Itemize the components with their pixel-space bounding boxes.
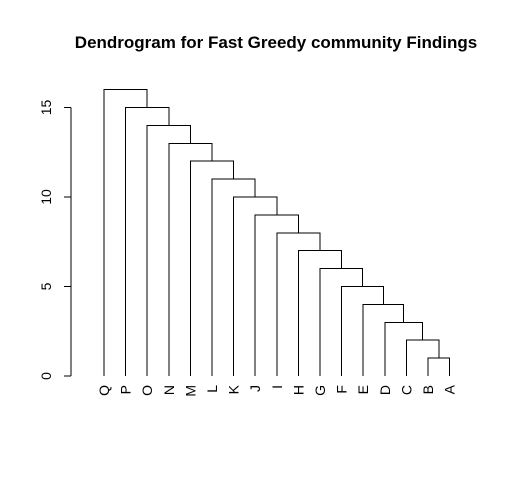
dendrogram-branch <box>362 303 405 376</box>
leaf-label: F <box>334 385 350 394</box>
leaf-label: B <box>420 385 436 394</box>
leaf-label: E <box>355 385 371 394</box>
leaf-label: G <box>312 385 328 396</box>
leaf-label: J <box>247 385 263 392</box>
leaf-label: D <box>377 385 393 395</box>
leaf-label: P <box>118 385 134 394</box>
y-tick-label: 0 <box>38 372 54 380</box>
y-tick-label: 10 <box>38 189 54 205</box>
leaf-label: H <box>290 385 306 395</box>
y-tick-label: 15 <box>38 100 54 116</box>
dendrogram-branch <box>427 357 451 376</box>
dendrogram-branches <box>103 89 451 376</box>
leaf-label: L <box>204 385 220 393</box>
leaf-label: N <box>161 385 177 395</box>
leaf-label: I <box>269 385 285 389</box>
leaf-label: M <box>182 385 198 397</box>
leaf-label: Q <box>96 385 112 396</box>
y-tick-label: 5 <box>38 282 54 290</box>
dendrogram-branch <box>384 321 424 376</box>
leaf-label: A <box>442 384 458 394</box>
chart-title: Dendrogram for Fast Greedy community Fin… <box>75 33 477 52</box>
leaf-label: K <box>226 384 242 394</box>
leaf-label: O <box>139 385 155 396</box>
dendrogram-branch <box>103 89 148 376</box>
leaf-label: C <box>398 385 414 395</box>
y-axis: 0 5 10 15 <box>38 100 72 380</box>
dendrogram-branch <box>341 286 384 376</box>
